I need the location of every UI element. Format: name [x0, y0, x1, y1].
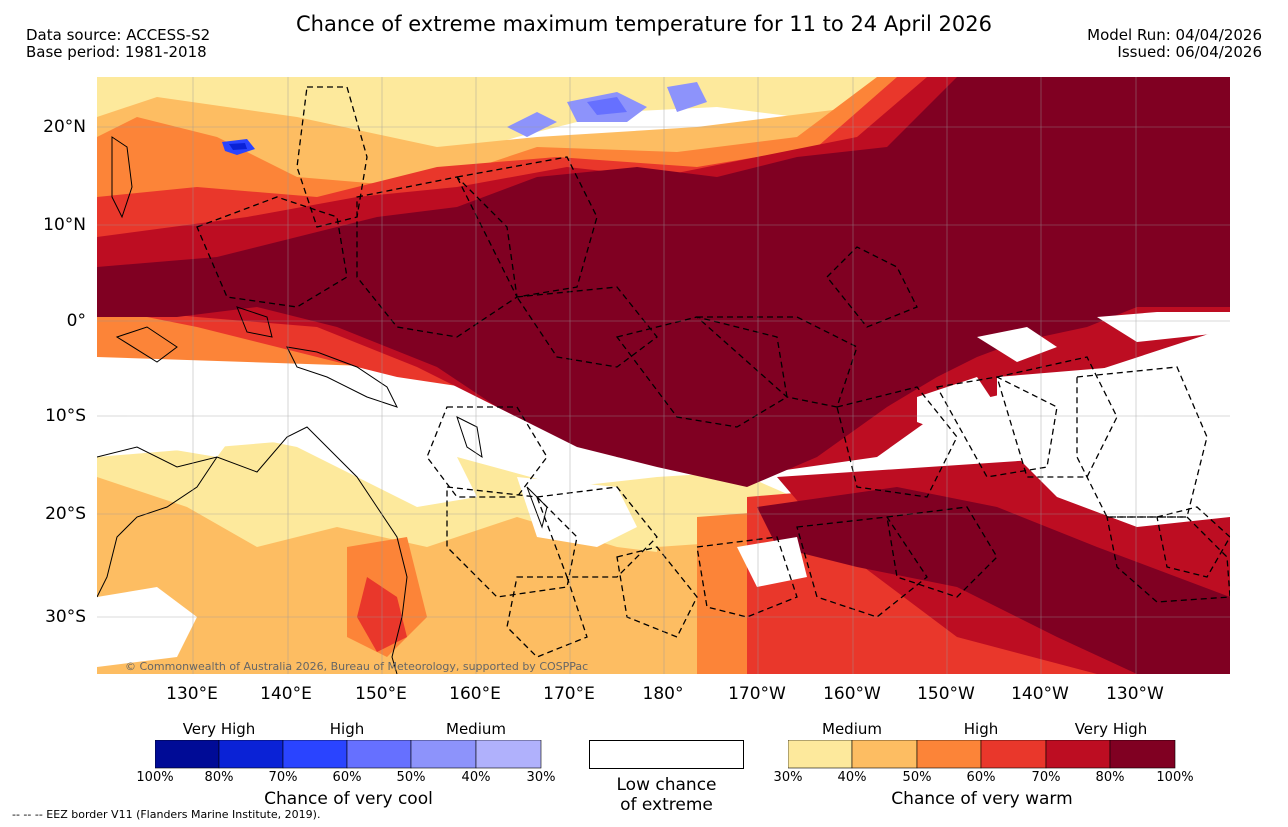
warm-legend-title: Chance of very warm	[891, 789, 1073, 809]
lon-label: 180°	[642, 684, 684, 704]
cool-colorbar	[155, 740, 542, 769]
warm-group-label: Very High	[1074, 720, 1148, 738]
copyright-notice: © Commonwealth of Australia 2026, Bureau…	[125, 660, 589, 673]
lon-label: 170°E	[543, 684, 595, 704]
warm-tick: 80%	[1095, 770, 1125, 785]
cool-swatch	[282, 740, 348, 769]
lon-label: 160°E	[449, 684, 501, 704]
cool-swatch	[155, 740, 220, 769]
warm-tick: 30%	[773, 770, 803, 785]
eez-borders	[196, 86, 1230, 658]
forecast-map	[97, 77, 1230, 674]
lon-label: 150°E	[355, 684, 407, 704]
issued-date: Issued: 06/04/2026	[1117, 43, 1262, 61]
lat-label: 30°S	[45, 607, 86, 627]
cool-swatch	[218, 740, 284, 769]
warm-group-label: Medium	[822, 720, 882, 738]
lon-label: 140°E	[260, 684, 312, 704]
cool-tick: 100%	[136, 770, 174, 785]
eez-footnote: -- -- -- EEZ border V11 (Flanders Marine…	[12, 808, 321, 821]
cool-tick: 70%	[268, 770, 298, 785]
warm-swatch	[916, 740, 982, 769]
lon-label: 160°W	[823, 684, 881, 704]
warm-tick: 60%	[966, 770, 996, 785]
lon-label: 140°W	[1011, 684, 1069, 704]
cool-legend-title: Chance of very cool	[264, 789, 433, 809]
cool-swatch	[346, 740, 412, 769]
model-run: Model Run: 04/04/2026	[1087, 26, 1262, 44]
warm-tick: 70%	[1031, 770, 1061, 785]
cool-swatch	[475, 740, 542, 769]
cool-group-label: Very High	[182, 720, 256, 738]
lon-label: 130°W	[1106, 684, 1164, 704]
model-run-block: Model Run: 04/04/2026 Issued: 06/04/2026	[1087, 27, 1262, 61]
lon-label: 170°W	[728, 684, 786, 704]
cool-group-label: Medium	[446, 720, 506, 738]
lat-label: 10°S	[45, 406, 86, 426]
neutral-swatch	[589, 740, 744, 769]
cool-tick: 30%	[526, 770, 556, 785]
warm-group-label: High	[963, 720, 999, 738]
warm-tick: 40%	[837, 770, 867, 785]
map-svg	[97, 77, 1230, 674]
coastlines	[97, 136, 548, 674]
neutral-label-line1: Low chance	[616, 775, 717, 795]
lat-label: 20°S	[45, 504, 86, 524]
cool-swatch	[410, 740, 477, 769]
warm-swatch	[1045, 740, 1111, 769]
lon-label: 150°W	[917, 684, 975, 704]
data-source-block: Data source: ACCESS-S2 Base period: 1981…	[26, 27, 210, 61]
warm-tick: 100%	[1156, 770, 1194, 785]
cool-tick: 50%	[396, 770, 426, 785]
cool-tick: 60%	[332, 770, 362, 785]
lon-label: 130°E	[166, 684, 218, 704]
cool-tick: 80%	[204, 770, 234, 785]
warm-colorbar	[788, 740, 1176, 769]
base-period: Base period: 1981-2018	[26, 43, 207, 61]
warm-tick: 50%	[902, 770, 932, 785]
neutral-label-line2: of extreme	[620, 795, 713, 815]
warm-swatch	[851, 740, 918, 769]
cool-shading	[222, 82, 707, 155]
lat-label: 20°N	[43, 117, 86, 137]
lat-label: 0°	[66, 311, 86, 331]
warm-swatch	[980, 740, 1047, 769]
warm-swatch	[788, 740, 853, 769]
cool-tick: 40%	[461, 770, 491, 785]
lat-label: 10°N	[43, 215, 86, 235]
data-source: Data source: ACCESS-S2	[26, 26, 211, 44]
graticule	[97, 77, 1230, 674]
warm-swatch	[1109, 740, 1176, 769]
cool-group-label: High	[329, 720, 365, 738]
map-title: Chance of extreme maximum temperature fo…	[296, 12, 992, 36]
